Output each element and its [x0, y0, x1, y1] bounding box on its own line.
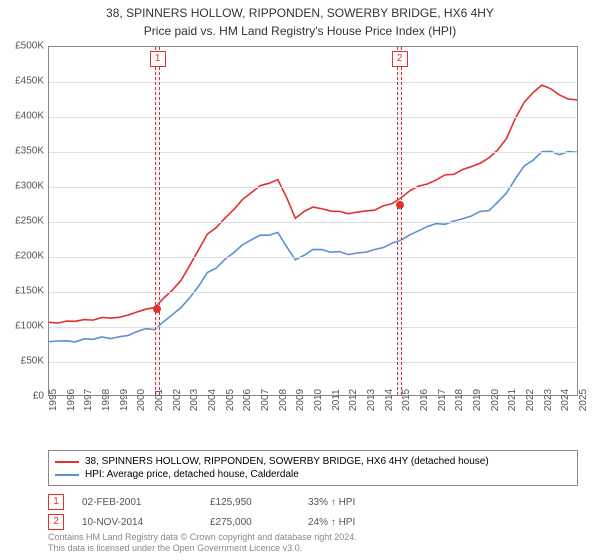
x-tick-label: 2023 [543, 389, 554, 411]
x-tick-label: 2010 [313, 389, 324, 411]
legend: 38, SPINNERS HOLLOW, RIPPONDEN, SOWERBY … [48, 450, 578, 486]
y-gridline [49, 152, 577, 153]
y-gridline [49, 257, 577, 258]
y-gridline [49, 292, 577, 293]
y-gridline [49, 222, 577, 223]
x-tick-label: 2008 [278, 389, 289, 411]
footer-line-2: This data is licensed under the Open Gov… [48, 543, 357, 554]
legend-label: 38, SPINNERS HOLLOW, RIPPONDEN, SOWERBY … [85, 456, 489, 467]
transaction-price: £125,950 [210, 497, 290, 508]
y-gridline [49, 82, 577, 83]
marker-dot [153, 305, 161, 313]
transaction-row: 1 02-FEB-2001 £125,950 33% ↑ HPI [48, 492, 578, 512]
series-line [49, 151, 577, 342]
y-tick-label: £450K [0, 76, 44, 87]
x-tick-label: 2003 [189, 389, 200, 411]
marker-band [397, 47, 402, 395]
y-tick-label: £400K [0, 111, 44, 122]
x-tick-label: 2005 [225, 389, 236, 411]
x-tick-label: 1998 [101, 389, 112, 411]
y-gridline [49, 327, 577, 328]
x-tick-label: 2025 [578, 389, 589, 411]
y-tick-label: £500K [0, 41, 44, 52]
x-tick-label: 2011 [331, 389, 342, 411]
chart-title: 38, SPINNERS HOLLOW, RIPPONDEN, SOWERBY … [0, 0, 600, 22]
transaction-number: 1 [48, 494, 64, 510]
y-tick-label: £0 [0, 391, 44, 402]
x-tick-label: 2006 [242, 389, 253, 411]
transaction-date: 02-FEB-2001 [82, 497, 192, 508]
y-tick-label: £250K [0, 216, 44, 227]
y-tick-label: £50K [0, 356, 44, 367]
footer-line-1: Contains HM Land Registry data © Crown c… [48, 532, 357, 543]
x-tick-label: 2017 [437, 389, 448, 411]
x-tick-label: 2004 [207, 389, 218, 411]
x-tick-label: 2007 [260, 389, 271, 411]
transaction-pct: 24% ↑ HPI [308, 517, 398, 528]
x-tick-label: 2002 [172, 389, 183, 411]
transactions-table: 1 02-FEB-2001 £125,950 33% ↑ HPI 2 10-NOV-201… [48, 492, 578, 532]
x-tick-label: 2012 [348, 389, 359, 411]
legend-swatch [55, 461, 79, 463]
y-tick-label: £300K [0, 181, 44, 192]
y-tick-label: £150K [0, 286, 44, 297]
x-tick-label: 2024 [560, 389, 571, 411]
marker-band [155, 47, 160, 395]
x-tick-label: 2009 [295, 389, 306, 411]
chart-area: 12 £0£50K£100K£150K£200K£250K£300K£350K£… [48, 46, 578, 416]
marker-label: 2 [392, 51, 408, 67]
x-tick-label: 1995 [48, 389, 59, 411]
x-tick-label: 1997 [83, 389, 94, 411]
legend-row: HPI: Average price, detached house, Cald… [55, 468, 571, 481]
y-tick-label: £200K [0, 251, 44, 262]
transaction-row: 2 10-NOV-2014 £275,000 24% ↑ HPI [48, 512, 578, 532]
chart-subtitle: Price paid vs. HM Land Registry's House … [0, 22, 600, 38]
legend-swatch [55, 474, 79, 476]
footer: Contains HM Land Registry data © Crown c… [48, 532, 357, 554]
x-tick-label: 2021 [507, 389, 518, 411]
x-tick-label: 1999 [119, 389, 130, 411]
x-tick-label: 2013 [366, 389, 377, 411]
legend-row: 38, SPINNERS HOLLOW, RIPPONDEN, SOWERBY … [55, 455, 571, 468]
chart-container: 38, SPINNERS HOLLOW, RIPPONDEN, SOWERBY … [0, 0, 600, 560]
x-tick-label: 2014 [384, 389, 395, 411]
marker-dot [396, 201, 404, 209]
x-tick-label: 2016 [419, 389, 430, 411]
x-tick-label: 2015 [401, 389, 412, 411]
plot-region: 12 [48, 46, 578, 396]
y-tick-label: £350K [0, 146, 44, 157]
x-tick-label: 1996 [66, 389, 77, 411]
transaction-number: 2 [48, 514, 64, 530]
transaction-date: 10-NOV-2014 [82, 517, 192, 528]
y-gridline [49, 362, 577, 363]
x-tick-label: 2000 [136, 389, 147, 411]
transaction-pct: 33% ↑ HPI [308, 497, 398, 508]
x-tick-label: 2019 [472, 389, 483, 411]
legend-label: HPI: Average price, detached house, Cald… [85, 469, 299, 480]
x-tick-label: 2022 [525, 389, 536, 411]
series-line [49, 85, 577, 323]
chart-lines [49, 47, 577, 395]
x-tick-label: 2020 [490, 389, 501, 411]
x-tick-label: 2001 [154, 389, 165, 411]
marker-label: 1 [150, 51, 166, 67]
x-tick-label: 2018 [454, 389, 465, 411]
y-gridline [49, 117, 577, 118]
y-tick-label: £100K [0, 321, 44, 332]
y-gridline [49, 187, 577, 188]
transaction-price: £275,000 [210, 517, 290, 528]
